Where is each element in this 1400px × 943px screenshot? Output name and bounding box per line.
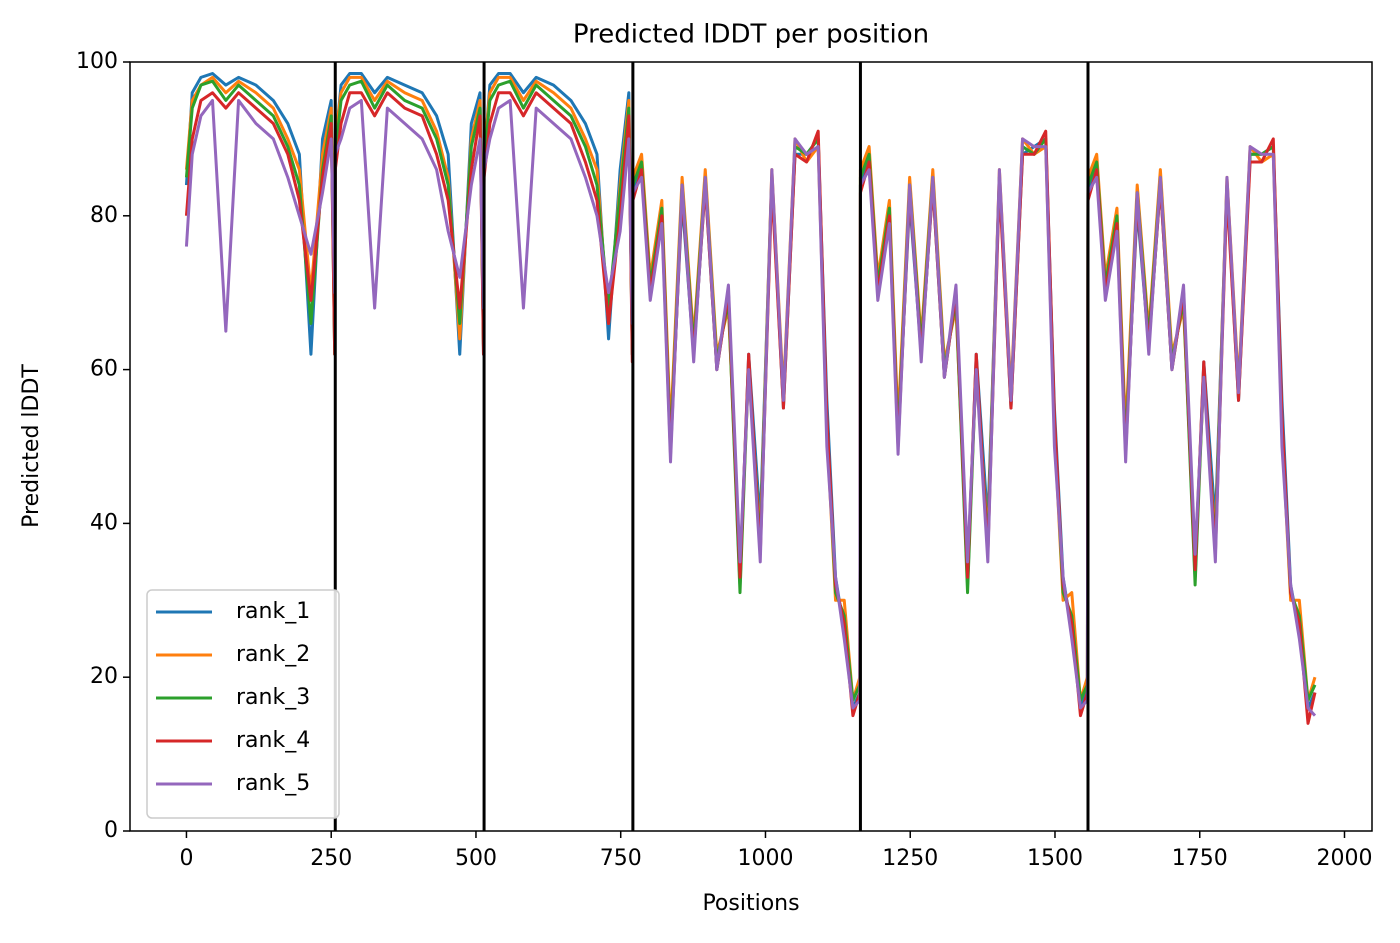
- x-axis-label: Positions: [702, 891, 799, 916]
- y-axis-label: Predicted lDDT: [19, 364, 44, 528]
- chart-title: Predicted lDDT per position: [573, 20, 929, 50]
- y-tick-label: 40: [90, 510, 118, 535]
- y-tick-label: 20: [90, 664, 118, 689]
- legend-label: rank_5: [236, 771, 310, 796]
- x-tick-label: 1500: [1027, 846, 1083, 871]
- legend-label: rank_1: [236, 599, 310, 624]
- x-tick-label: 0: [179, 846, 193, 871]
- x-tick-label: 1750: [1172, 846, 1228, 871]
- y-tick-label: 80: [90, 203, 118, 228]
- legend-label: rank_2: [236, 642, 310, 667]
- x-tick-label: 500: [455, 846, 497, 871]
- x-tick-label: 1250: [882, 846, 938, 871]
- x-tick-label: 750: [600, 846, 642, 871]
- legend-label: rank_4: [236, 728, 310, 753]
- plot-frame: [129, 61, 1373, 832]
- series-line: [184, 98, 1317, 717]
- y-tick-label: 60: [90, 357, 118, 382]
- legend-box: [146, 589, 340, 819]
- x-tick-label: 2000: [1316, 846, 1372, 871]
- y-tick-label: 0: [104, 818, 118, 843]
- legend-label: rank_3: [236, 685, 310, 710]
- x-tick-label: 250: [310, 846, 352, 871]
- x-tick-label: 1000: [737, 846, 793, 871]
- y-tick-label: 100: [76, 49, 118, 74]
